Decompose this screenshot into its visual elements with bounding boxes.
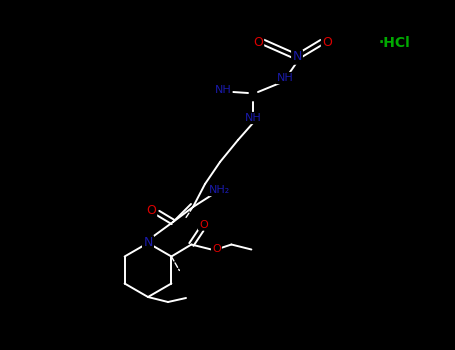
Text: NH₂: NH₂	[209, 185, 231, 195]
Text: ·HCl: ·HCl	[379, 36, 411, 50]
Text: O: O	[199, 219, 208, 230]
Text: NH: NH	[245, 113, 261, 123]
Text: NH: NH	[215, 85, 232, 95]
Text: O: O	[253, 35, 263, 49]
Text: O: O	[212, 245, 221, 254]
Text: NH: NH	[277, 73, 293, 83]
Text: N: N	[143, 237, 153, 250]
Text: O: O	[146, 204, 156, 217]
Text: N: N	[292, 50, 302, 63]
Text: N: N	[143, 237, 153, 250]
Text: O: O	[322, 35, 332, 49]
